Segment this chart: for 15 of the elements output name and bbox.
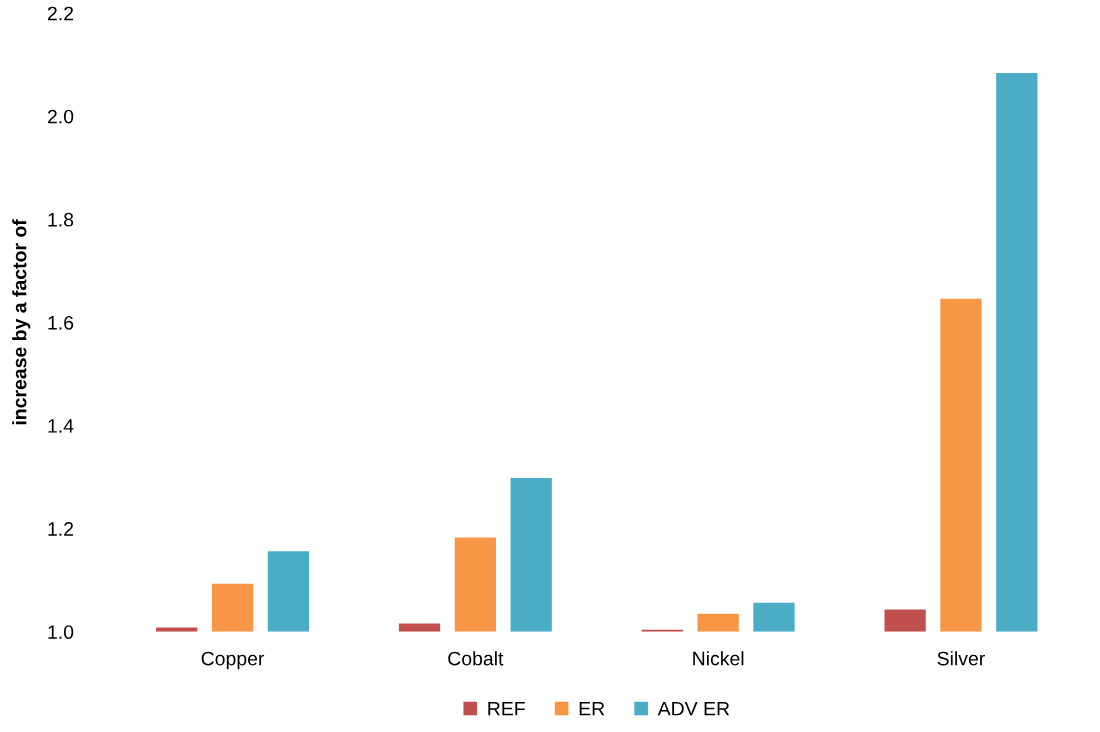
x-tick-label: Cobalt [448,651,504,666]
y-axis-title: increase by a factor of [12,219,31,425]
y-tick-label: 1.2 [48,522,74,536]
y-tick-label: 2.2 [47,6,74,21]
legend-label: REF [488,701,525,716]
x-tick-label: Copper [201,651,265,670]
y-tick-label: 1.6 [48,315,74,330]
y-tick-label: 1.8 [48,212,74,227]
legend-label: ADV ER [657,701,730,716]
x-tick-label: Nickel [693,651,744,666]
y-tick-label: 1.0 [48,625,74,639]
legend-label: ER [579,701,605,716]
y-tick-label: 1.4 [48,419,74,433]
y-tick-label: 2.0 [47,109,74,124]
x-tick-label: Silver [937,651,985,666]
